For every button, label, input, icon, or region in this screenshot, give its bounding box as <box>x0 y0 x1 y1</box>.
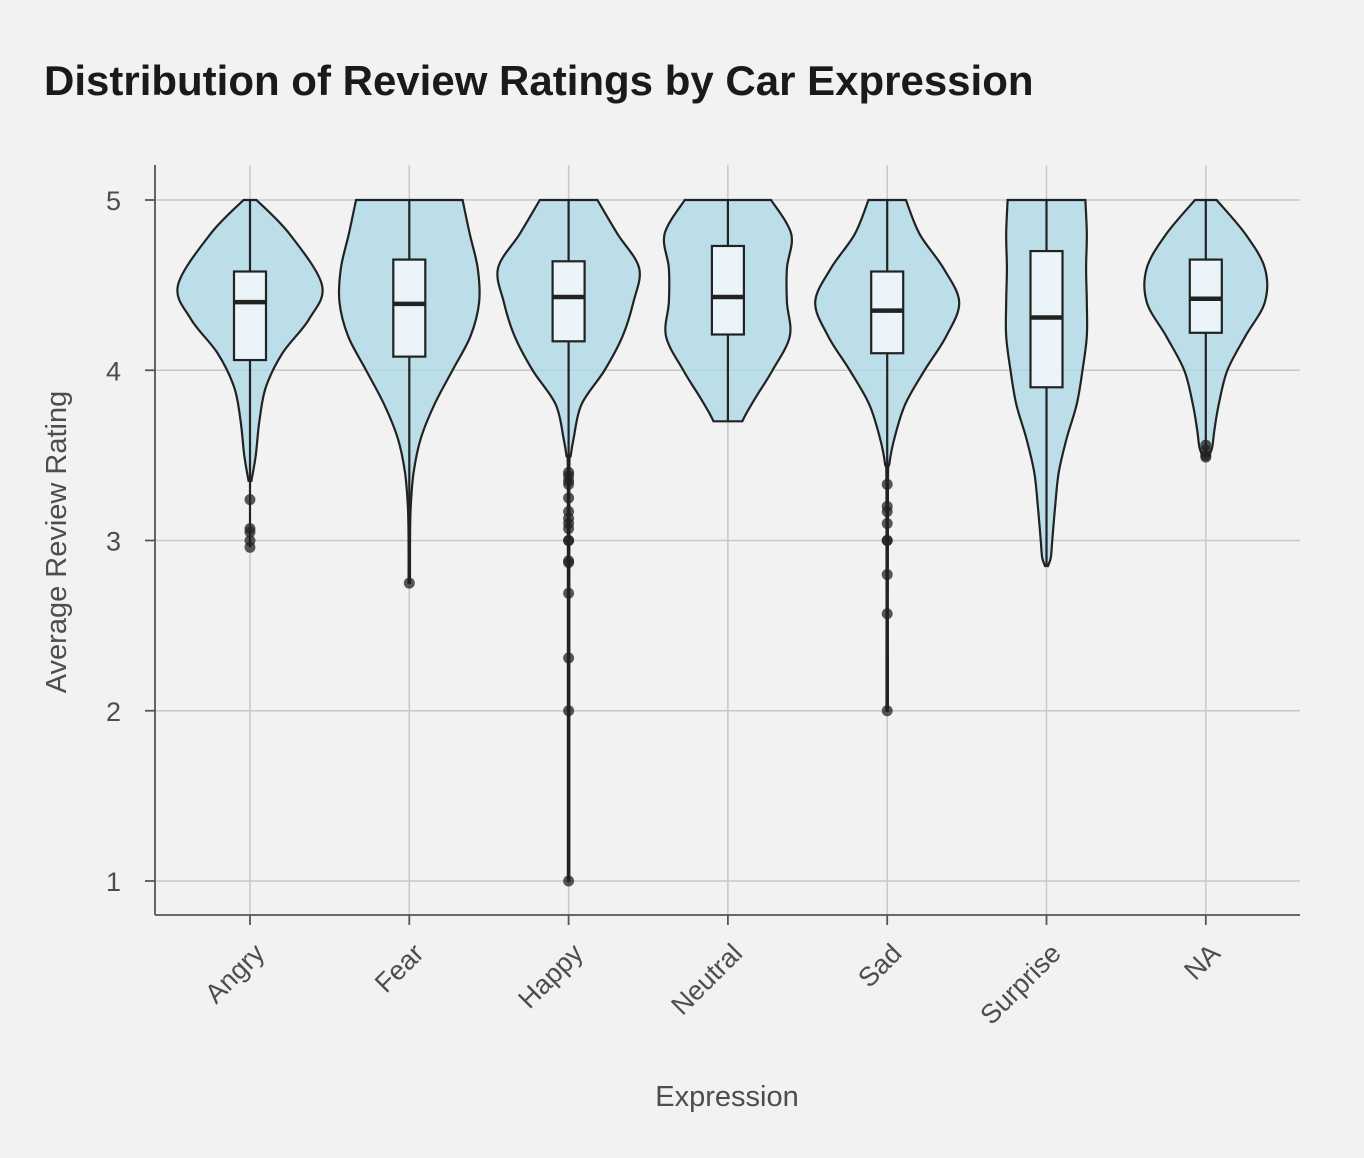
violin-group <box>337 198 481 589</box>
outlier-point <box>881 569 893 581</box>
outlier-point <box>563 587 575 599</box>
violins <box>176 198 1269 887</box>
violin-group <box>496 198 641 887</box>
violin-group <box>1143 198 1269 463</box>
y-tick-label: 1 <box>106 867 121 897</box>
outlier-point <box>403 577 415 589</box>
x-axis-title: Expression <box>655 1081 798 1113</box>
outlier-point <box>1200 451 1212 463</box>
y-axis-title: Average Review Rating <box>41 391 73 694</box>
x-tick-label: Sad <box>852 938 907 993</box>
box-happy <box>551 260 586 343</box>
violin-group <box>1004 198 1089 568</box>
outlier-point <box>563 652 575 664</box>
violin-group <box>662 198 793 423</box>
outlier-point <box>563 557 575 569</box>
outlier-point <box>881 535 893 546</box>
y-tick-label: 4 <box>106 356 121 386</box>
box-neutral <box>710 244 746 336</box>
outlier-point <box>563 492 575 504</box>
box-fear <box>392 258 427 358</box>
outlier-point <box>244 494 256 506</box>
outlier-point <box>881 705 893 717</box>
box-angry <box>232 270 268 362</box>
outlier-point <box>881 608 893 620</box>
y-tick-label: 5 <box>106 186 121 216</box>
outlier-point <box>244 541 256 553</box>
outlier-point <box>881 517 893 529</box>
outlier-point <box>881 506 893 518</box>
outlier-point <box>563 875 575 887</box>
x-tick-label: NA <box>1178 938 1226 986</box>
y-tick-label: 2 <box>106 697 121 727</box>
chart-title: Distribution of Review Ratings by Car Ex… <box>44 57 1034 104</box>
outlier-point <box>563 705 575 717</box>
outlier-point <box>244 526 256 538</box>
x-tick-label: Fear <box>369 938 429 998</box>
y-tick-label: 3 <box>106 527 121 557</box>
x-tick-label: Angry <box>199 938 270 1009</box>
x-tick-label: Surprise <box>974 938 1066 1030</box>
outlier-point <box>563 478 575 490</box>
x-tick-label: Neutral <box>665 938 748 1021</box>
outlier-point <box>881 478 893 490</box>
outlier-point <box>563 523 575 535</box>
outlier-point <box>563 535 575 546</box>
violin-group <box>176 198 324 553</box>
violin-group <box>814 198 961 717</box>
x-tick-label: Happy <box>512 938 589 1015</box>
box-na <box>1188 258 1223 334</box>
